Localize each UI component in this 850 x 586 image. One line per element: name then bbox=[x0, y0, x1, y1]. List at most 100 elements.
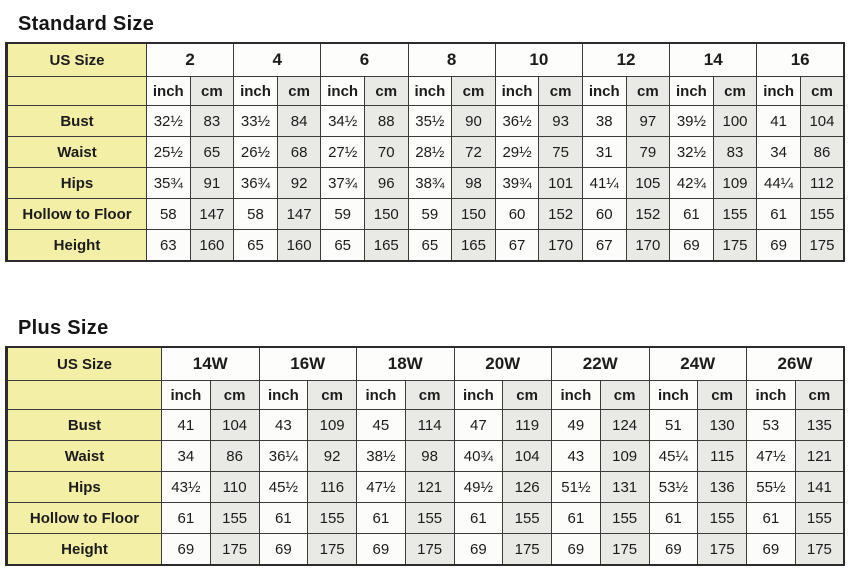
measurement-value-cell: 126 bbox=[502, 471, 552, 503]
measurement-value-cell: 69 bbox=[551, 533, 601, 566]
measurement-value-cell: 104 bbox=[209, 409, 260, 441]
corner-blank-cell bbox=[6, 380, 162, 410]
measurement-value-cell: 40¾ bbox=[453, 440, 504, 472]
measurement-row: Hips 43½ 110 45½ 116 47½ 121 49½ 126 51½ 131 53½ 136… bbox=[6, 471, 845, 503]
unit-header-cell-inch: inch bbox=[756, 76, 801, 106]
measurement-value-cell: 79 bbox=[625, 136, 671, 168]
unit-header-cell-inch: inch bbox=[258, 380, 309, 410]
measurement-value-cell: 84 bbox=[276, 105, 322, 137]
measurement-value-cell: 135 bbox=[794, 409, 845, 441]
measurement-value-cell: 69 bbox=[756, 229, 801, 262]
measurement-value-cell: 53½ bbox=[648, 471, 699, 503]
size-header-cell: 10 bbox=[494, 42, 583, 77]
unit-header-cell-inch: inch bbox=[233, 76, 278, 106]
measurement-value-cell: 38½ bbox=[356, 440, 406, 472]
measurement-value-cell: 175 bbox=[697, 533, 747, 566]
measurement-value-cell: 175 bbox=[794, 533, 845, 566]
measurement-value-cell: 104 bbox=[502, 440, 552, 472]
measurement-value-cell: 70 bbox=[363, 136, 409, 168]
measurement-value-cell: 55½ bbox=[746, 471, 796, 503]
measurement-value-cell: 175 bbox=[712, 229, 758, 262]
measurement-value-cell: 42¾ bbox=[669, 167, 714, 199]
size-header-cell: 12 bbox=[581, 42, 671, 77]
standard-size-section: Standard Size US Size 2 4 6 8 10 12 14 16 inch cm i… bbox=[5, 13, 845, 262]
size-header-cell: 18W bbox=[356, 346, 455, 381]
unit-header-cell-cm: cm bbox=[404, 380, 455, 410]
measurement-value-cell: 175 bbox=[209, 533, 260, 566]
measurement-value-cell: 61 bbox=[746, 502, 796, 534]
size-header-cell: 2 bbox=[145, 42, 235, 77]
measurement-value-cell: 86 bbox=[209, 440, 260, 472]
measurement-value-cell: 109 bbox=[712, 167, 758, 199]
measurement-value-cell: 35½ bbox=[407, 105, 453, 137]
size-header-cell: 26W bbox=[746, 346, 845, 381]
measurement-value-cell: 170 bbox=[625, 229, 671, 262]
measurement-value-cell: 88 bbox=[363, 105, 409, 137]
measurement-value-cell: 45½ bbox=[258, 471, 309, 503]
measurement-value-cell: 41 bbox=[161, 409, 211, 441]
measurement-value-cell: 38¾ bbox=[407, 167, 453, 199]
measurement-value-cell: 175 bbox=[404, 533, 455, 566]
measurement-value-cell: 61 bbox=[161, 502, 211, 534]
measurement-value-cell: 39¾ bbox=[494, 167, 540, 199]
measurement-value-cell: 175 bbox=[799, 229, 845, 262]
standard-size-title: Standard Size bbox=[18, 13, 155, 35]
measurement-value-cell: 150 bbox=[363, 198, 409, 230]
unit-header-cell-inch: inch bbox=[746, 380, 796, 410]
measurement-row: Hips 35¾ 91 36¾ 92 37¾ 96 38¾ 98 39¾ 101 41¼ 105 42¾ 1… bbox=[6, 167, 845, 199]
measurement-value-cell: 58 bbox=[146, 198, 191, 230]
measurement-value-cell: 49 bbox=[551, 409, 601, 441]
measurement-value-cell: 58 bbox=[233, 198, 278, 230]
unit-header-cell-inch: inch bbox=[161, 380, 211, 410]
measurement-value-cell: 83 bbox=[712, 136, 758, 168]
measurement-value-cell: 61 bbox=[669, 198, 714, 230]
measurement-value-cell: 160 bbox=[189, 229, 235, 262]
measurement-value-cell: 119 bbox=[502, 409, 552, 441]
measurement-value-cell: 175 bbox=[307, 533, 357, 566]
plus-size-table: US Size 14W 16W 18W 20W 22W 24W 26W inch cm inch cm… bbox=[5, 346, 845, 566]
measurement-value-cell: 61 bbox=[648, 502, 699, 534]
measurement-value-cell: 53 bbox=[746, 409, 796, 441]
measurement-value-cell: 38 bbox=[581, 105, 627, 137]
measurement-value-cell: 36¾ bbox=[233, 167, 278, 199]
measurement-value-cell: 34 bbox=[161, 440, 211, 472]
unit-header-cell-cm: cm bbox=[363, 76, 409, 106]
unit-header-cell-cm: cm bbox=[599, 380, 650, 410]
measurement-row: Bust 32½ 83 33½ 84 34½ 88 35½ 90 36½ 93 38 97 39½ 100 4… bbox=[6, 105, 845, 137]
size-header-cell: 16W bbox=[258, 346, 357, 381]
unit-header-cell-inch: inch bbox=[551, 380, 601, 410]
measurement-row: Waist 34 86 36¼ 92 38½ 98 40¾ 104 43 109 45¼ 115 47½ 1… bbox=[6, 440, 845, 472]
measurement-row-label: Hips bbox=[6, 471, 162, 503]
measurement-value-cell: 75 bbox=[538, 136, 583, 168]
measurement-value-cell: 59 bbox=[407, 198, 453, 230]
unit-header-cell-cm: cm bbox=[451, 76, 496, 106]
measurement-value-cell: 29½ bbox=[494, 136, 540, 168]
measurement-value-cell: 141 bbox=[794, 471, 845, 503]
measurement-value-cell: 61 bbox=[756, 198, 801, 230]
unit-header-cell-inch: inch bbox=[407, 76, 453, 106]
size-header-cell: 22W bbox=[551, 346, 650, 381]
unit-header-cell-inch: inch bbox=[648, 380, 699, 410]
measurement-value-cell: 27½ bbox=[320, 136, 365, 168]
measurement-value-cell: 175 bbox=[502, 533, 552, 566]
measurement-value-cell: 136 bbox=[697, 471, 747, 503]
unit-header-cell-cm: cm bbox=[502, 380, 552, 410]
measurement-value-cell: 37¾ bbox=[320, 167, 365, 199]
measurement-value-cell: 69 bbox=[669, 229, 714, 262]
measurement-value-cell: 51 bbox=[648, 409, 699, 441]
size-header-cell: 24W bbox=[648, 346, 747, 381]
measurement-value-cell: 93 bbox=[538, 105, 583, 137]
measurement-value-cell: 109 bbox=[599, 440, 650, 472]
measurement-value-cell: 83 bbox=[189, 105, 235, 137]
measurement-row: Bust 41 104 43 109 45 114 47 119 49 124 51 130 53 135 bbox=[6, 409, 845, 441]
measurement-value-cell: 101 bbox=[538, 167, 583, 199]
measurement-value-cell: 147 bbox=[276, 198, 322, 230]
unit-header-cell-cm: cm bbox=[276, 76, 322, 106]
measurement-value-cell: 60 bbox=[581, 198, 627, 230]
measurement-row-label: Height bbox=[6, 229, 147, 262]
measurement-value-cell: 105 bbox=[625, 167, 671, 199]
measurement-value-cell: 72 bbox=[451, 136, 496, 168]
measurement-value-cell: 112 bbox=[799, 167, 845, 199]
measurement-value-cell: 67 bbox=[494, 229, 540, 262]
